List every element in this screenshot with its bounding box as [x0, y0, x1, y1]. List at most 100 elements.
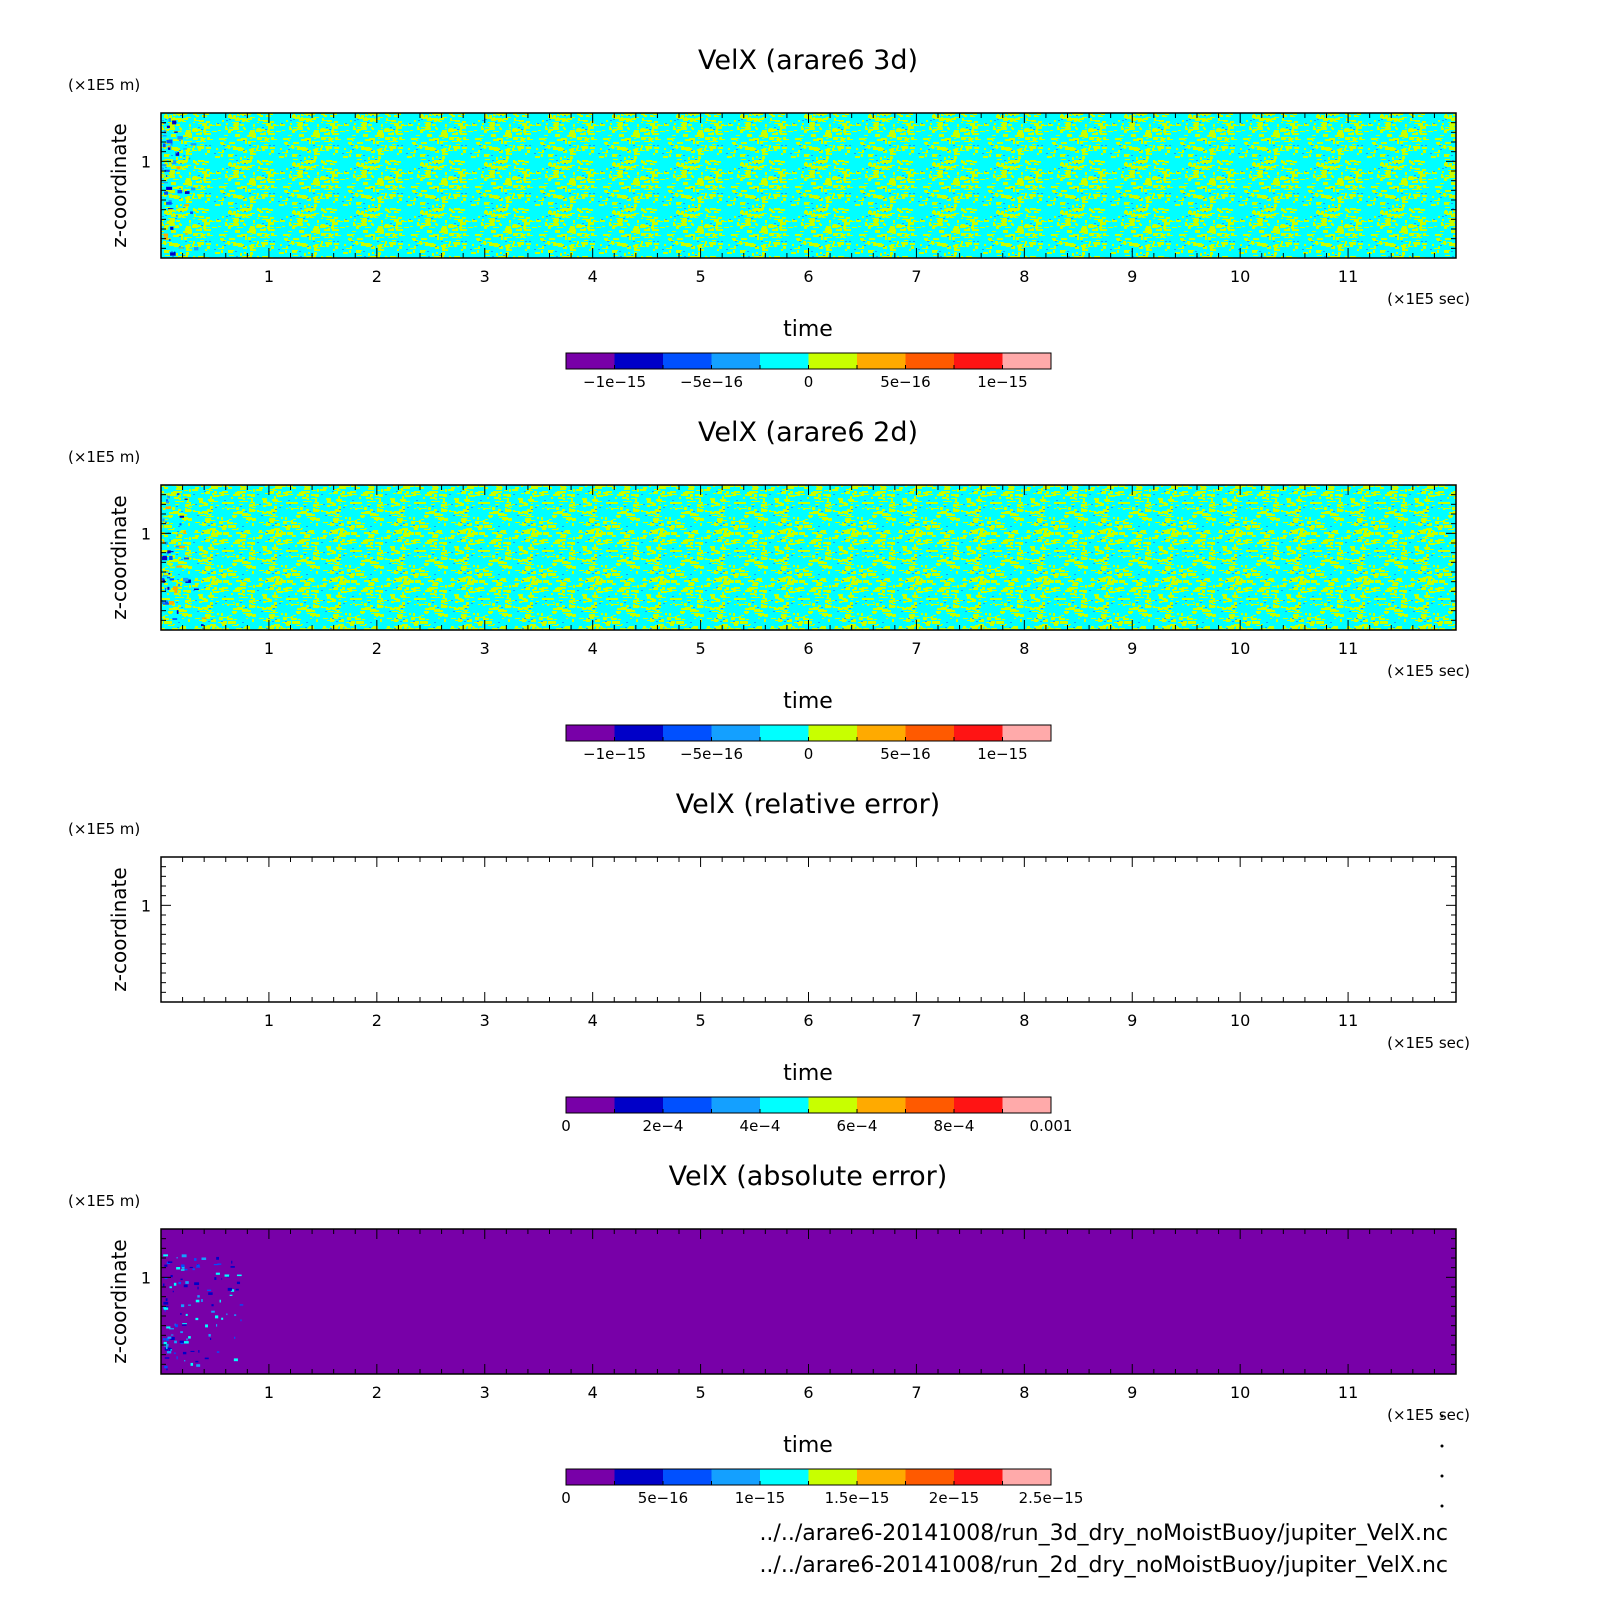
- heatmap-transient: [172, 586, 178, 591]
- heatmap-transient: [163, 600, 165, 604]
- heatmap-transient: [169, 555, 173, 560]
- heatmap-error-patch: [211, 1304, 214, 1307]
- heatmap-error-patch: [181, 1264, 185, 1268]
- heatmap-error-patch: [170, 1275, 173, 1278]
- x-tick-label: 11: [1338, 639, 1358, 658]
- heatmap-error-patch: [195, 1360, 199, 1363]
- heatmap-transient: [201, 555, 207, 558]
- heatmap-error-patch: [180, 1269, 185, 1271]
- heatmap-error-patch: [235, 1288, 239, 1291]
- x-tick-label: 2: [372, 267, 382, 286]
- colorbar-swatch: [808, 725, 858, 741]
- heatmap-transient: [165, 579, 167, 581]
- heatmap-error-patch: [197, 1295, 200, 1298]
- heatmap-error-patch: [169, 1328, 174, 1330]
- x-tick-label: 9: [1127, 1011, 1137, 1030]
- heatmap-transient: [166, 186, 173, 190]
- heatmap-transient: [172, 618, 178, 620]
- heatmap-error-patch: [164, 1264, 168, 1267]
- heatmap-error-patch: [163, 1341, 167, 1345]
- heatmap-transient: [162, 575, 168, 577]
- colorbar-swatch: [905, 725, 955, 741]
- heatmap-error-patch: [216, 1256, 219, 1260]
- corner-dot: [1440, 1414, 1444, 1418]
- heatmap-transient: [166, 201, 172, 205]
- x-tick-label: 6: [803, 1011, 813, 1030]
- heatmap-error-patch: [205, 1324, 208, 1328]
- x-tick-label: 5: [695, 1383, 705, 1402]
- heatmap-error-patch: [169, 1286, 172, 1289]
- heatmap-transient: [175, 151, 178, 154]
- y-tick-label: 1: [141, 524, 151, 543]
- heatmap-error-patch: [163, 1343, 169, 1347]
- y-axis-label: z-coordinate: [107, 495, 131, 619]
- heatmap-transient: [174, 131, 178, 133]
- heatmap-transient: [167, 550, 171, 554]
- heatmap-transient: [185, 233, 188, 235]
- heatmap-transient: [198, 590, 200, 592]
- heatmap-transient: [166, 552, 169, 555]
- heatmap-transient: [176, 166, 181, 170]
- heatmap-transient: [170, 252, 176, 256]
- colorbar-swatch: [711, 1469, 761, 1485]
- heatmap-error-patch: [182, 1268, 188, 1271]
- heatmap-error-patch: [227, 1287, 232, 1291]
- x-tick-label: 7: [911, 1011, 921, 1030]
- heatmap-error-patch: [163, 1338, 166, 1341]
- x-tick-label: 4: [588, 1011, 598, 1030]
- heatmap-transient: [183, 557, 190, 560]
- heatmap-error-patch: [209, 1338, 212, 1340]
- heatmap-error-patch: [204, 1357, 209, 1360]
- corner-dot: [1440, 1504, 1444, 1508]
- heatmap-error-patch: [176, 1356, 178, 1360]
- heatmap-field: [161, 1229, 1456, 1374]
- heatmap-error-patch: [181, 1254, 187, 1258]
- colorbar-swatch: [905, 1097, 955, 1113]
- heatmap-error-patch: [198, 1350, 200, 1353]
- heatmap-transient: [166, 174, 168, 178]
- heatmap-error-patch: [234, 1336, 236, 1339]
- x-tick-label: 9: [1127, 639, 1137, 658]
- colorbar-swatch: [857, 353, 906, 369]
- heatmap-error-patch: [164, 1365, 168, 1369]
- colorbar-swatch: [663, 1469, 712, 1485]
- colorbar-tick-label: −5e−16: [680, 745, 743, 763]
- x-axis-label: time: [783, 317, 833, 342]
- heatmap-error-patch: [172, 1290, 174, 1293]
- heatmap-error-patch: [164, 1347, 169, 1351]
- x-tick-label: 6: [803, 639, 813, 658]
- heatmap-transient: [164, 226, 169, 230]
- x-unit-label: (×1E5 sec): [1387, 290, 1470, 308]
- heatmap-transient: [190, 143, 197, 146]
- heatmap-transient: [167, 495, 170, 499]
- colorbar-tick-label: 5e−16: [880, 373, 930, 391]
- colorbar-swatch: [857, 1097, 906, 1113]
- heatmap-transient: [200, 624, 204, 627]
- corner-dot: [1440, 1444, 1444, 1448]
- heatmap-error-patch: [183, 1341, 189, 1344]
- y-unit-label: (×1E5 m): [68, 76, 140, 94]
- heatmap-transient: [165, 506, 172, 510]
- heatmap-error-patch: [174, 1323, 176, 1325]
- x-tick-label: 1: [264, 1383, 274, 1402]
- colorbar-swatch: [760, 353, 809, 369]
- heatmap-transient: [163, 233, 169, 237]
- x-tick-label: 8: [1019, 1011, 1029, 1030]
- heatmap-field: [161, 485, 1456, 630]
- footer-source-2d: ../../arare6-20141008/run_2d_dry_noMoist…: [759, 1553, 1448, 1578]
- heatmap-transient: [165, 588, 167, 592]
- x-tick-label: 10: [1230, 1011, 1250, 1030]
- x-tick-label: 3: [480, 1011, 490, 1030]
- heatmap-transient: [176, 610, 179, 614]
- heatmap-transient: [169, 566, 175, 569]
- heatmap-error-patch: [188, 1304, 191, 1306]
- heatmap-error-patch: [190, 1362, 194, 1366]
- heatmap-error-patch: [181, 1304, 185, 1308]
- x-tick-label: 1: [264, 1011, 274, 1030]
- heatmap-error-patch: [174, 1352, 176, 1354]
- heatmap-error-patch: [195, 1299, 200, 1303]
- heatmap-error-patch: [182, 1323, 187, 1325]
- heatmap-transient: [162, 601, 169, 605]
- heatmap-transient: [177, 583, 181, 587]
- heatmap-error-patch: [183, 1284, 188, 1288]
